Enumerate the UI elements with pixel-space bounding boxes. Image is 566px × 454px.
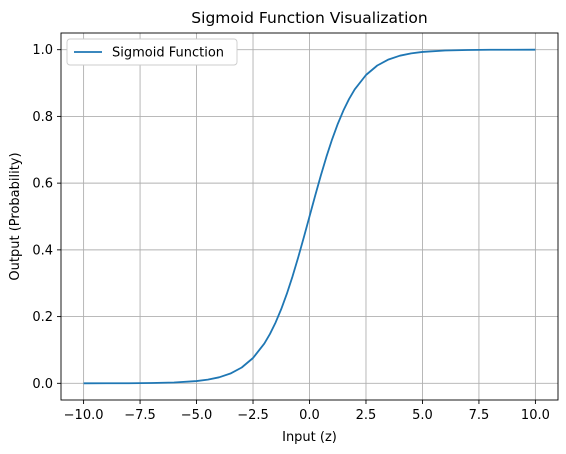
y-axis-ticks: 0.0 0.2 0.4 0.6 0.8 1.0 bbox=[32, 43, 61, 392]
y-axis-label: Output (Probability) bbox=[8, 152, 23, 280]
y-tick-label: 0.8 bbox=[32, 110, 53, 125]
chart-title: Sigmoid Function Visualization bbox=[191, 9, 427, 27]
series-group bbox=[83, 48, 536, 385]
y-tick-label: 0.2 bbox=[32, 310, 53, 325]
legend: Sigmoid Function bbox=[66, 38, 238, 66]
x-axis-label: Input (z) bbox=[282, 430, 337, 445]
x-tick-label: 5.0 bbox=[412, 408, 433, 423]
y-tick-label: 0.0 bbox=[32, 377, 53, 392]
x-tick-label: 10.0 bbox=[521, 408, 550, 423]
series-line bbox=[83, 48, 536, 385]
legend-label: Sigmoid Function bbox=[112, 46, 224, 61]
x-tick-label: −5.0 bbox=[181, 408, 213, 423]
x-tick-label: −10.0 bbox=[64, 408, 104, 423]
y-tick-label: 0.4 bbox=[32, 243, 53, 258]
legend-box bbox=[66, 38, 238, 66]
x-tick-label: −7.5 bbox=[124, 408, 156, 423]
x-tick-label: 0.0 bbox=[299, 408, 320, 423]
x-tick-label: 7.5 bbox=[469, 408, 490, 423]
y-tick-label: 0.6 bbox=[32, 177, 53, 192]
x-tick-label: 2.5 bbox=[356, 408, 377, 423]
x-tick-label: −2.5 bbox=[237, 408, 269, 423]
y-tick-label: 1.0 bbox=[32, 43, 53, 58]
x-axis-ticks: −10.0 −7.5 −5.0 −2.5 0.0 2.5 5.0 7.5 10.0 bbox=[64, 400, 550, 423]
